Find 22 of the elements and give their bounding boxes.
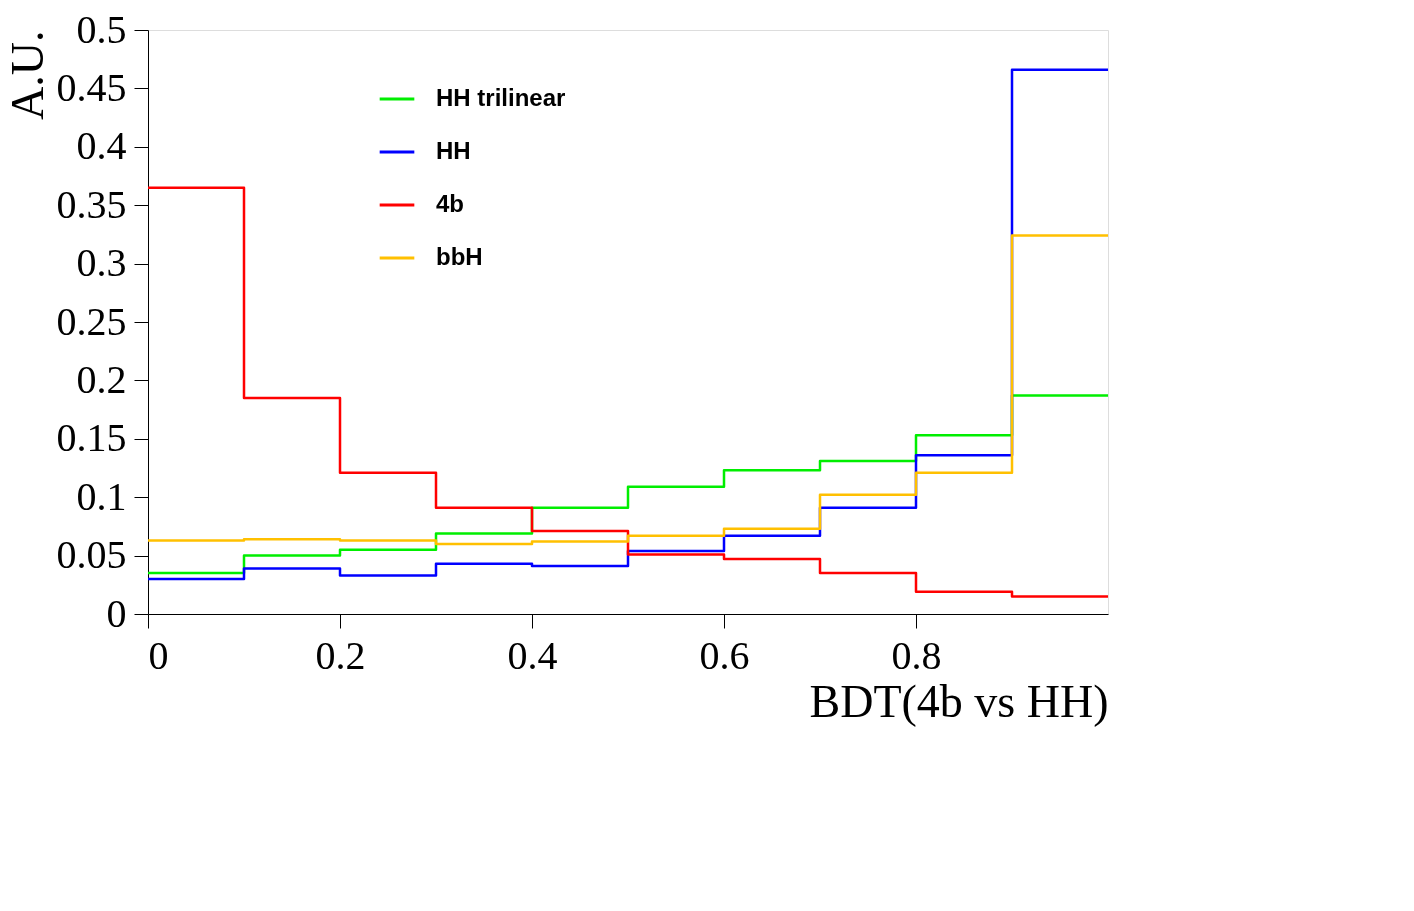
x-axis-title: BDT(4b vs HH) [809, 675, 1109, 727]
y-tick-label: 0.35 [56, 181, 127, 227]
legend-label: 4b [436, 190, 465, 217]
y-tick-label: 0.1 [76, 473, 127, 519]
y-tick-label: 0.15 [56, 415, 127, 461]
x-tick-label: 0.6 [699, 632, 750, 678]
y-axis-title: A.U. [1, 30, 53, 120]
x-tick-label: 0.8 [891, 632, 942, 678]
y-tick-label: 0.4 [76, 123, 127, 169]
x-tick-label: 0 [148, 632, 169, 678]
legend-label: bbH [436, 243, 483, 270]
y-tick-label: 0.25 [56, 298, 127, 344]
y-tick-label: 0.2 [76, 356, 127, 402]
y-tick-label: 0.45 [56, 64, 127, 110]
x-tick-label: 0.2 [315, 632, 366, 678]
y-tick-label: 0.5 [76, 6, 127, 52]
x-tick-label: 0.4 [507, 632, 558, 678]
legend-label: HH trilinear [436, 84, 566, 111]
y-tick-label: 0.3 [76, 240, 127, 286]
legend-label: HH [436, 137, 471, 164]
y-tick-label: 0.05 [56, 532, 127, 578]
y-tick-label: 0 [106, 590, 127, 636]
